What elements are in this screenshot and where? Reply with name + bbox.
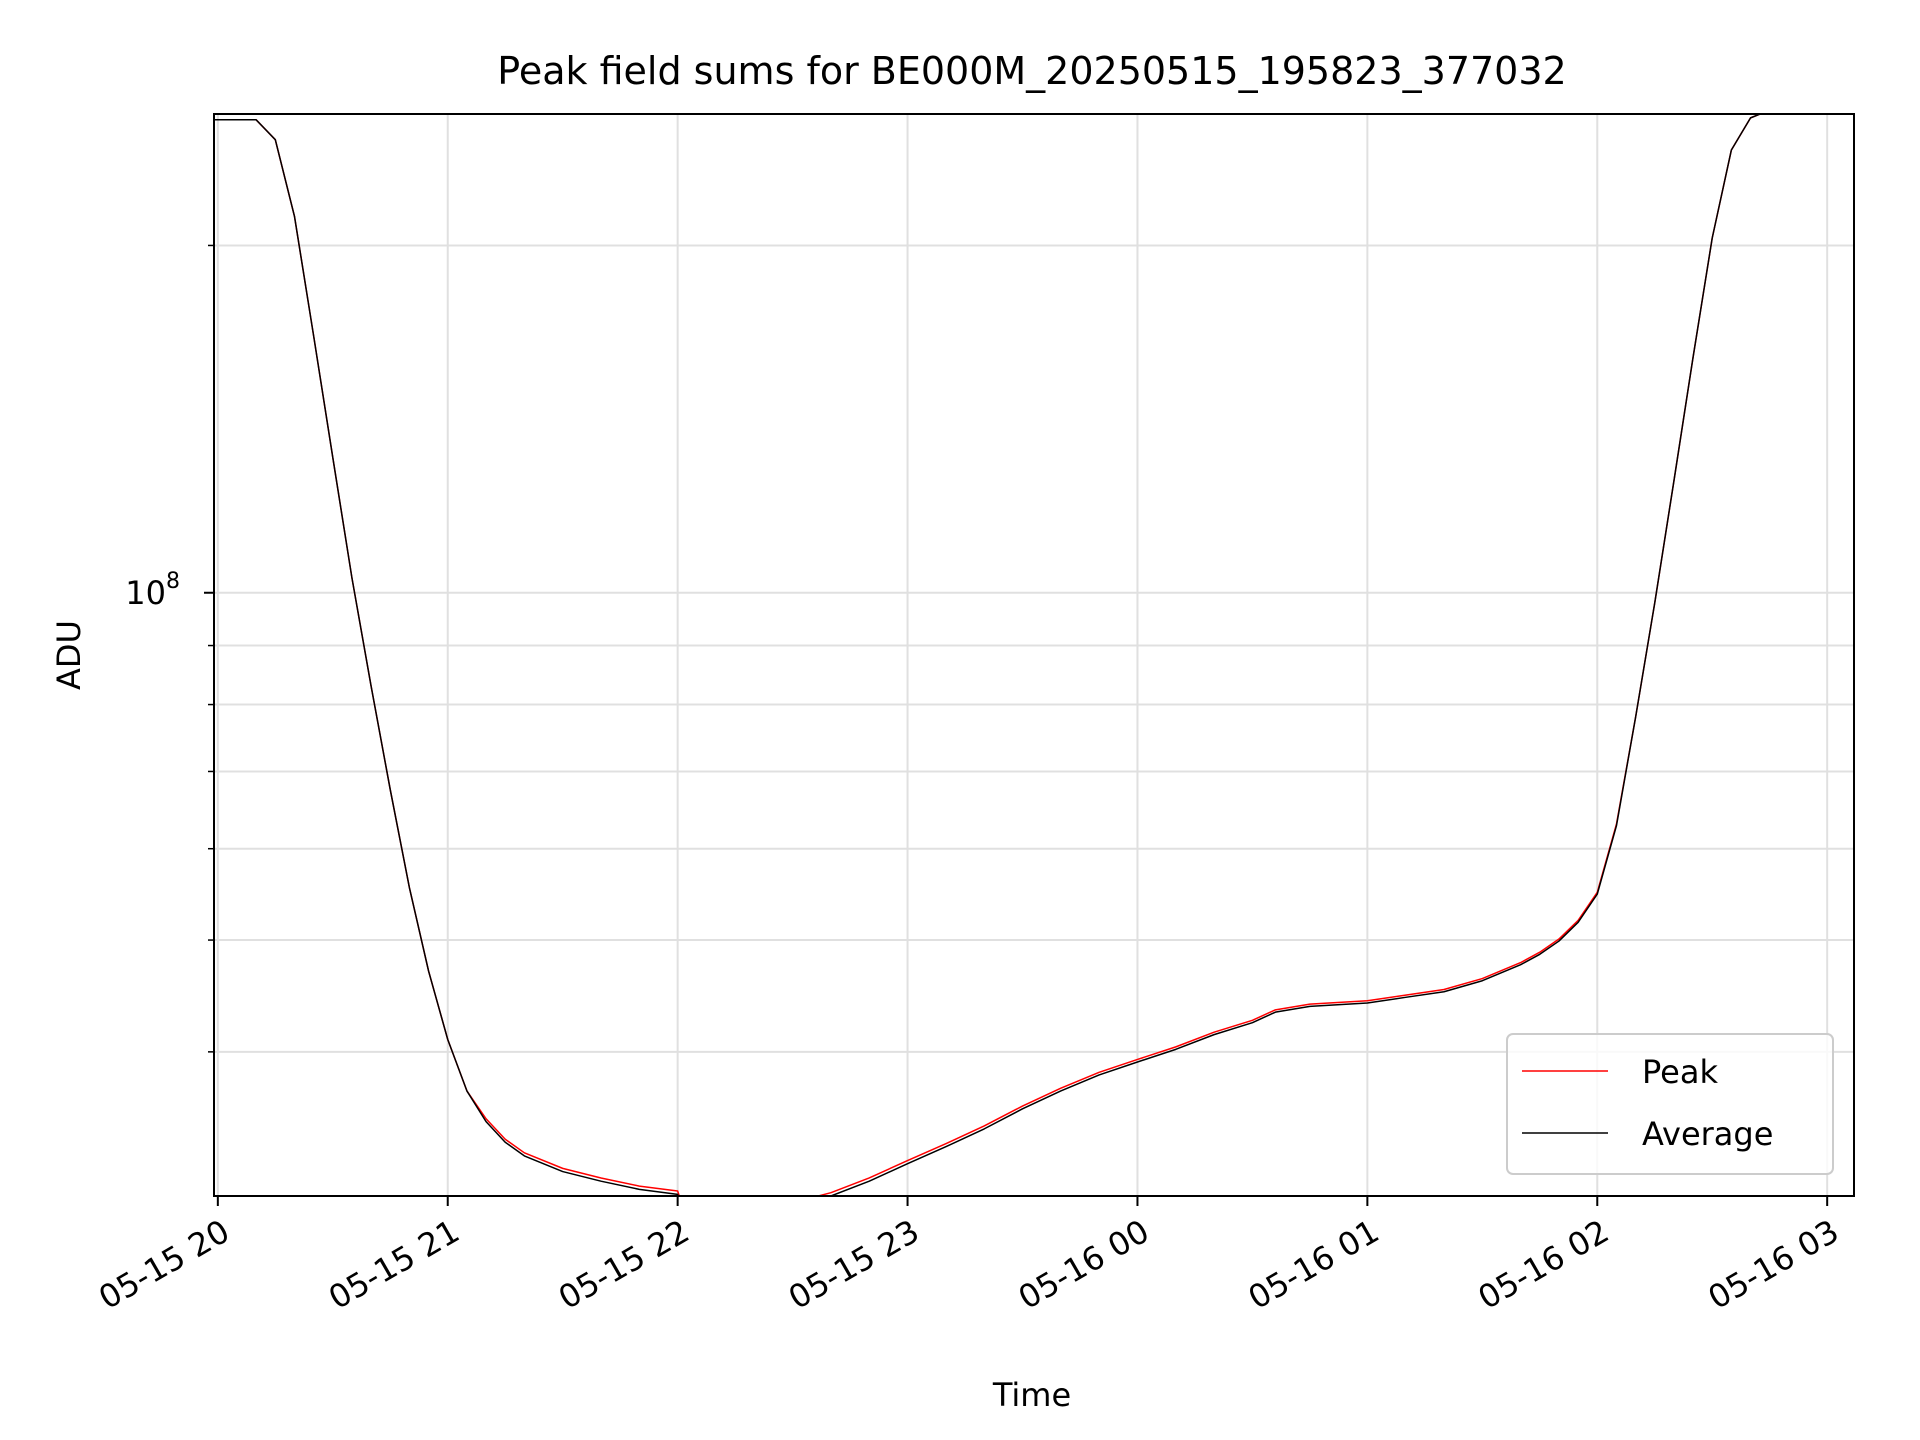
y-tick-base: 10 xyxy=(125,574,166,612)
grid xyxy=(214,114,1854,1196)
legend: Peak Average xyxy=(1506,1033,1834,1175)
chart-title: Peak field sums for BE000M_20250515_1958… xyxy=(497,49,1566,93)
y-axis: 108 xyxy=(125,244,214,1053)
legend-box xyxy=(1506,1033,1834,1175)
series-layer xyxy=(214,114,1763,1196)
x-axis-label: Time xyxy=(992,1376,1071,1414)
series-line-average xyxy=(214,114,1763,1196)
y-tick-exponent: 8 xyxy=(166,569,180,594)
plot-frame xyxy=(213,113,1855,1197)
y-tick-label: 108 xyxy=(125,569,180,612)
legend-label-average: Average xyxy=(1642,1115,1773,1153)
y-axis-label: ADU xyxy=(50,620,88,690)
legend-label-peak: Peak xyxy=(1642,1053,1718,1091)
